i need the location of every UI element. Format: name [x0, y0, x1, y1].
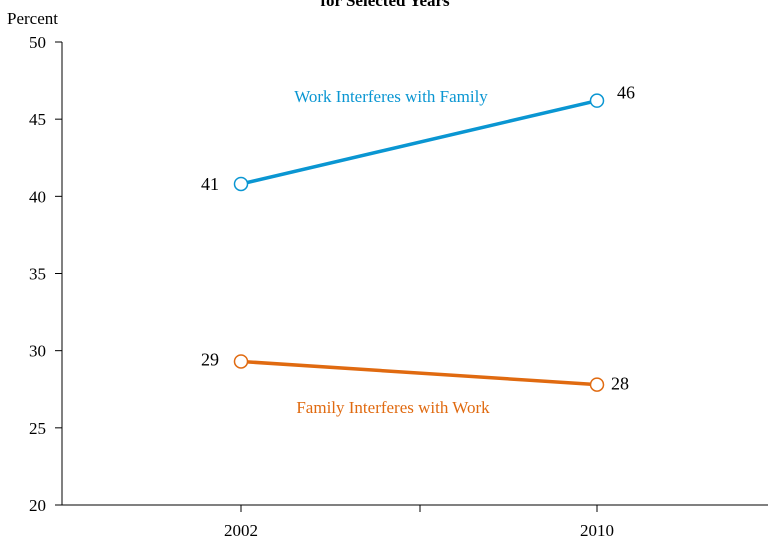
x-tick-label: 2002 [224, 521, 258, 539]
series-name-label: Work Interferes with Family [294, 87, 488, 106]
series-name-label: Family Interferes with Work [296, 398, 490, 417]
chart-title: for Selected Years [320, 0, 450, 10]
y-tick-label: 40 [29, 187, 46, 206]
y-tick-label: 30 [29, 342, 46, 361]
data-point-marker [589, 377, 605, 392]
x-tick-label: 2010 [580, 521, 614, 539]
data-point-marker [233, 354, 249, 369]
data-label: 41 [201, 174, 219, 194]
y-tick-label: 35 [29, 265, 46, 284]
series-line [240, 359, 598, 387]
y-tick-label: 25 [29, 419, 46, 438]
y-tick-label: 50 [29, 33, 46, 52]
series-layer: 41 46 Work Interferes with Family 29 28 Famil… [201, 83, 635, 417]
x-axis-ticks: 2002 2010 [224, 505, 614, 539]
data-point-marker [233, 176, 249, 192]
series-line [240, 98, 598, 186]
series-1: 29 28 Family Interferes with Work [201, 349, 629, 417]
data-label: 28 [611, 374, 629, 394]
series-0: 41 46 Work Interferes with Family [201, 83, 635, 194]
y-axis-ticks: 20 25 30 35 40 45 50 [29, 33, 62, 515]
y-tick-label: 45 [29, 110, 46, 129]
y-axis-label: Percent [7, 9, 58, 28]
data-label: 46 [617, 83, 635, 103]
data-label: 29 [201, 349, 219, 369]
data-point-marker [589, 93, 605, 108]
y-tick-label: 20 [29, 496, 46, 515]
